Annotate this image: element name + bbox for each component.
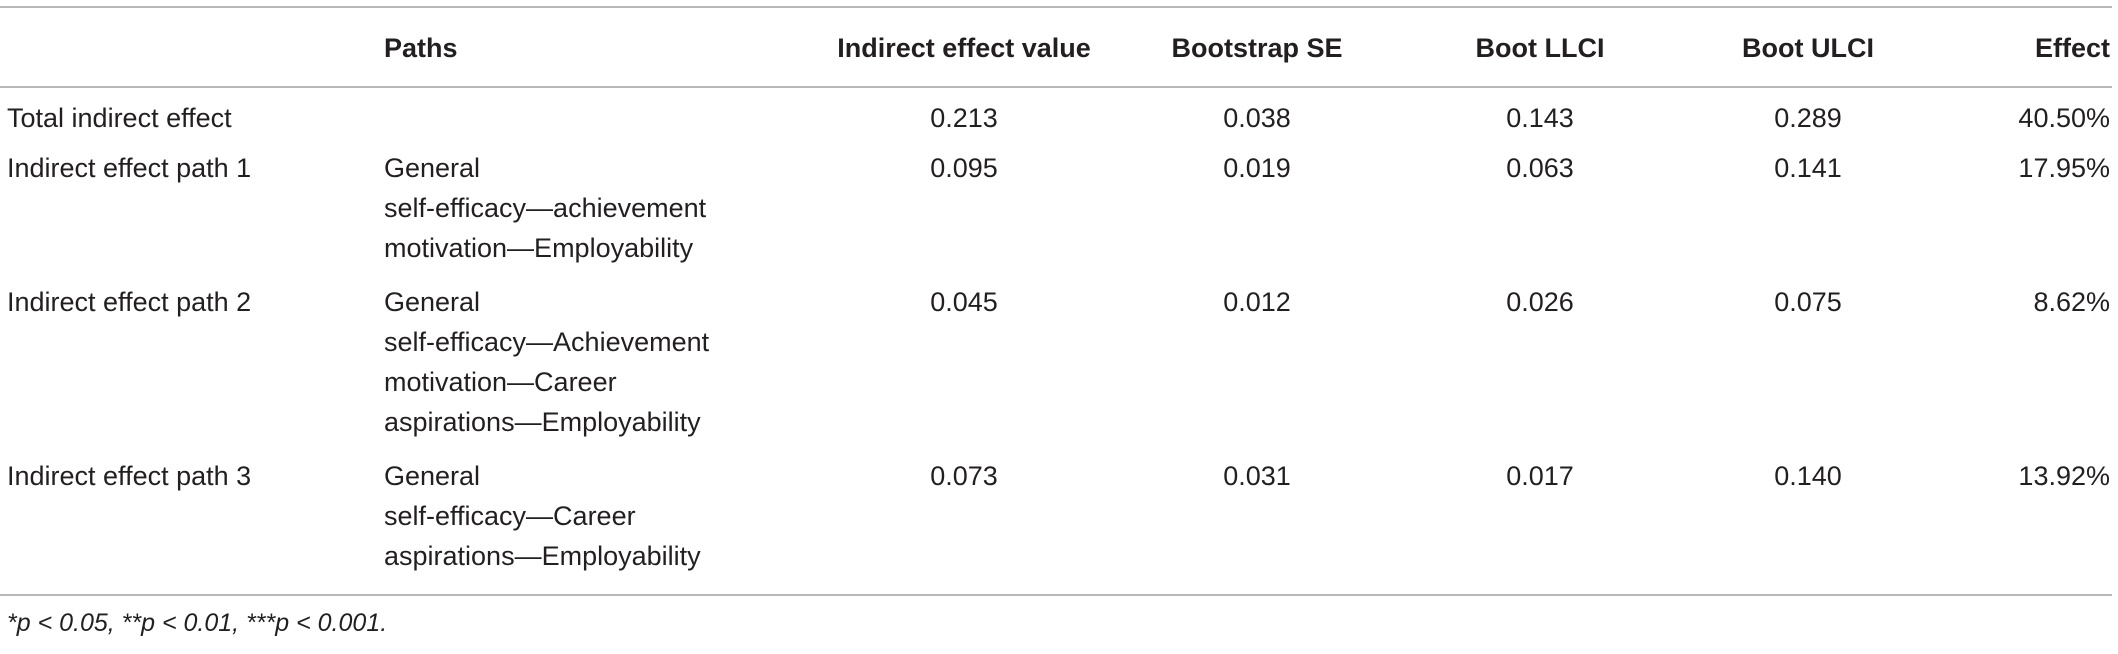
path-line: motivation—Employability (384, 233, 694, 263)
header-bootstrap-se: Bootstrap SE (1171, 33, 1343, 63)
table-row: Indirect effect path 1 General self-effica… (0, 142, 2112, 276)
table-header: Paths Indirect effect value Bootstrap SE… (0, 7, 2112, 87)
row-label: Indirect effect path 1 (7, 153, 252, 183)
row-label: Indirect effect path 2 (7, 287, 252, 317)
path-description: General self-efficacy—achievement motivati… (376, 142, 816, 276)
row-label: Total indirect effect (7, 103, 232, 133)
indirect-effect-value-cell: 0.095 (930, 153, 998, 183)
boot-llci-cell: 0.143 (1506, 103, 1574, 133)
header-paths: Paths (384, 33, 458, 63)
path-line: self-efficacy—Achievement (384, 327, 710, 357)
header-boot-ulci: Boot ULCI (1742, 33, 1874, 63)
row-label: Indirect effect path 3 (7, 461, 252, 491)
path-description (376, 87, 816, 142)
path-line: motivation—Career (384, 367, 617, 397)
header-boot-llci: Boot LLCI (1475, 33, 1605, 63)
bootstrap-se-cell: 0.012 (1223, 287, 1291, 317)
path-description: General self-efficacy—Achievement motivati… (376, 276, 816, 450)
bootstrap-se-cell: 0.019 (1223, 153, 1291, 183)
path-line: General (384, 287, 481, 317)
indirect-effects-table: Paths Indirect effect value Bootstrap SE… (0, 6, 2112, 596)
header-effect: Effect (2034, 33, 2110, 63)
path-line: aspirations—Employability (384, 541, 701, 571)
boot-llci-cell: 0.063 (1506, 153, 1574, 183)
boot-ulci-cell: 0.140 (1774, 461, 1842, 491)
table-row: Total indirect effect 0.213 0.038 0.143 0.28… (0, 87, 2112, 142)
path-description: General self-efficacy—Career aspirations—E… (376, 450, 816, 595)
boot-ulci-cell: 0.289 (1774, 103, 1842, 133)
path-line: aspirations—Employability (384, 407, 701, 437)
boot-llci-cell: 0.026 (1506, 287, 1574, 317)
effect-cell: 40.50% (2018, 103, 2110, 133)
path-line: General (384, 461, 481, 491)
indirect-effect-value-cell: 0.213 (930, 103, 998, 133)
path-line: General (384, 153, 481, 183)
effect-cell: 17.95% (2018, 153, 2110, 183)
boot-ulci-cell: 0.075 (1774, 287, 1842, 317)
path-line: self-efficacy—Career (384, 501, 636, 531)
table-row: Indirect effect path 3 General self-effica… (0, 450, 2112, 595)
boot-llci-cell: 0.017 (1506, 461, 1574, 491)
boot-ulci-cell: 0.141 (1774, 153, 1842, 183)
indirect-effect-value-cell: 0.045 (930, 287, 998, 317)
header-row: Paths Indirect effect value Bootstrap SE… (0, 7, 2112, 87)
table-row: Indirect effect path 2 General self-effica… (0, 276, 2112, 450)
path-line: self-efficacy—achievement (384, 193, 707, 223)
header-indirect-effect-value: Indirect effect value (837, 33, 1091, 63)
table-body: Total indirect effect 0.213 0.038 0.143 0.28… (0, 87, 2112, 595)
results-table-container: Paths Indirect effect value Bootstrap SE… (0, 6, 2112, 637)
effect-cell: 13.92% (2018, 461, 2110, 491)
header-row-label (0, 7, 376, 87)
bootstrap-se-cell: 0.038 (1223, 103, 1291, 133)
effect-cell: 8.62% (2033, 287, 2110, 317)
table-footnote: *p < 0.05, **p < 0.01, ***p < 0.001. (7, 609, 388, 637)
bootstrap-se-cell: 0.031 (1223, 461, 1291, 491)
indirect-effect-value-cell: 0.073 (930, 461, 998, 491)
